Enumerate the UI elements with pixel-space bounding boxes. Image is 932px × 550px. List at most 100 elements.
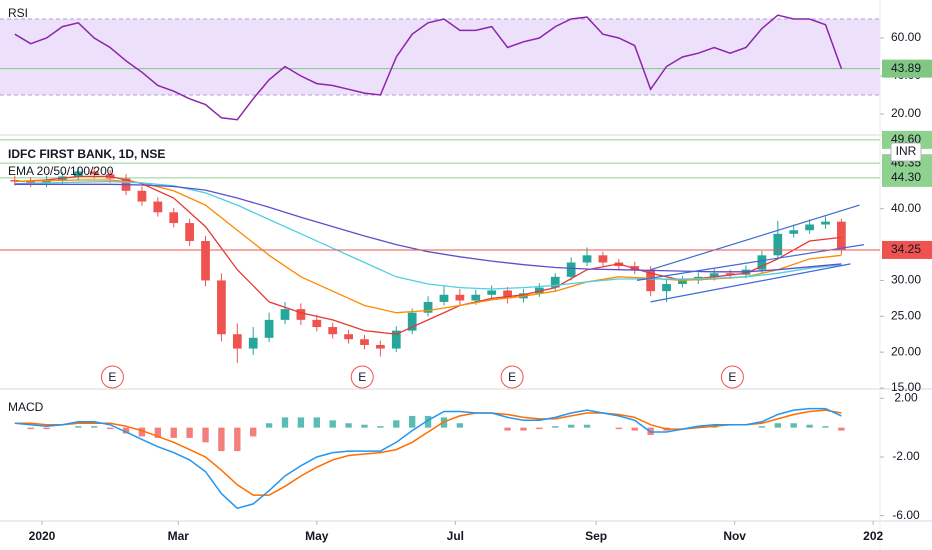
histogram-bar	[297, 417, 305, 428]
histogram-bar	[138, 427, 146, 437]
y-tick-label: 30.00	[891, 273, 921, 287]
histogram-bar	[393, 420, 400, 428]
candle-body	[169, 212, 179, 224]
histogram-bar	[552, 426, 559, 428]
rsi-line	[14, 14, 843, 121]
histogram-bar	[313, 417, 320, 428]
candle-body	[773, 233, 783, 256]
x-tick-label: Jul	[447, 529, 464, 543]
candle-body	[42, 180, 51, 183]
histogram-bar	[520, 427, 527, 431]
histogram-bar	[122, 427, 130, 434]
x-tick-label: Nov	[723, 529, 746, 543]
x-tick-label: Sep	[585, 529, 607, 543]
candle-body	[582, 255, 592, 263]
histogram-bar	[631, 427, 638, 431]
candle-body	[328, 327, 338, 335]
candle-body	[248, 337, 258, 349]
candle-body	[407, 312, 417, 331]
candle-body	[280, 309, 290, 320]
y-tick-label: 40.00	[891, 201, 921, 215]
candle-body	[232, 334, 242, 349]
histogram-bar	[838, 427, 845, 431]
candle-body	[10, 180, 20, 182]
histogram-bar	[583, 424, 591, 428]
candle-body	[73, 171, 83, 177]
candle-body	[26, 181, 36, 183]
earnings-marker	[100, 365, 124, 389]
earnings-label: E	[728, 370, 736, 384]
current-value-label: 34.25	[891, 242, 921, 256]
histogram-bar	[170, 427, 177, 438]
histogram-bar	[424, 415, 432, 428]
earnings-label: E	[508, 370, 516, 384]
histogram-bar	[27, 427, 34, 430]
ema-line	[14, 183, 842, 273]
x-tick-label: 202	[863, 529, 883, 543]
histogram-bar	[806, 424, 813, 428]
histogram-bar	[615, 427, 623, 430]
level-label: 44.30	[891, 170, 921, 184]
histogram-bar	[202, 427, 209, 443]
histogram-bar	[774, 423, 781, 428]
candle-body	[709, 273, 719, 277]
y-tick-label: 20.00	[891, 106, 921, 120]
level-box	[882, 168, 932, 187]
histogram-bar	[329, 420, 336, 428]
candle-body	[439, 294, 449, 302]
candle-body	[391, 330, 401, 349]
y-tick-label: 2.00	[894, 391, 918, 405]
y-tick-label: 25.00	[891, 308, 921, 322]
y-tick-label: 60.00	[891, 30, 921, 44]
trend-line	[650, 204, 860, 271]
symbol-title: IDFC FIRST BANK, 1D, NSE	[8, 147, 165, 161]
x-tick-label: 2020	[29, 529, 56, 543]
histogram-bar	[75, 426, 82, 428]
histogram-bar	[265, 423, 273, 428]
histogram-bar	[250, 427, 257, 437]
y-tick-label: -2.00	[892, 449, 920, 463]
candle-body	[725, 273, 735, 275]
histogram-bar	[281, 417, 289, 428]
histogram-bar	[234, 427, 241, 452]
trend-line	[650, 263, 851, 303]
histogram-bar	[790, 423, 797, 428]
macd-line	[14, 407, 842, 510]
candle-body	[296, 309, 306, 320]
candle-body	[471, 294, 481, 301]
candle-body	[646, 269, 656, 292]
current-value-label: 43.89	[891, 61, 921, 75]
candle-body	[217, 280, 226, 335]
candle-body	[789, 230, 799, 234]
earnings-marker	[720, 365, 744, 389]
candle-body	[598, 255, 608, 263]
candle-body	[137, 190, 147, 202]
candle-body	[550, 276, 560, 288]
histogram-bar	[822, 426, 829, 428]
trend-line	[636, 244, 865, 281]
histogram-bar	[536, 427, 543, 430]
histogram-bar	[456, 423, 464, 428]
y-tick-label: 20.00	[891, 344, 921, 358]
earnings-marker	[500, 365, 524, 389]
candle-body	[487, 290, 497, 295]
histogram-bar	[567, 424, 575, 428]
x-tick-label: May	[305, 529, 329, 543]
candle-body	[534, 287, 544, 294]
candle-body	[630, 266, 640, 270]
candle-body	[566, 262, 576, 277]
y-tick-label: 15.00	[891, 380, 921, 394]
histogram-bar	[106, 427, 114, 430]
candle-body	[89, 171, 99, 175]
candle-body	[376, 344, 385, 349]
pane-title: MACD	[8, 400, 44, 414]
candle-body	[455, 294, 465, 301]
candle-body	[678, 280, 687, 285]
candle-body	[264, 319, 274, 338]
earnings-marker	[350, 365, 374, 389]
histogram-bar	[43, 427, 50, 430]
histogram-bar	[758, 426, 766, 428]
rsi-band	[0, 19, 880, 95]
